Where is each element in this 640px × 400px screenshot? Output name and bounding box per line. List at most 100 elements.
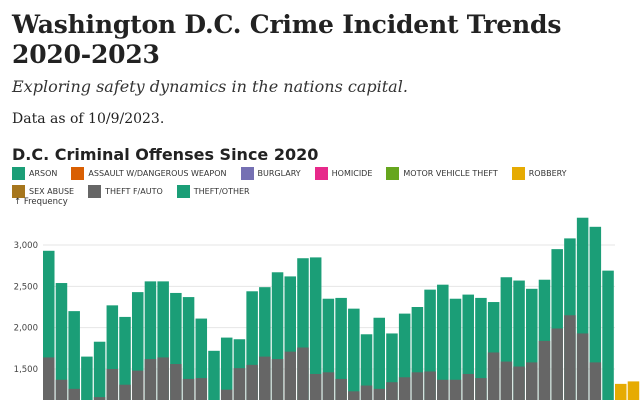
- bar-theft-other[interactable]: [386, 333, 398, 400]
- legend-label: HOMICIDE: [331, 169, 373, 178]
- bar-theft-f-auto[interactable]: [297, 347, 309, 400]
- legend-item: THEFT F/AUTO: [88, 185, 163, 198]
- bar-theft-other[interactable]: [119, 316, 131, 400]
- bar-theft-other[interactable]: [259, 287, 271, 400]
- bar-theft-other[interactable]: [360, 334, 373, 400]
- bar-theft-f-auto[interactable]: [55, 379, 68, 400]
- bar-theft-other[interactable]: [182, 297, 195, 400]
- bar-theft-f-auto[interactable]: [170, 364, 182, 400]
- legend-item: THEFT/OTHER: [176, 185, 250, 198]
- bar-theft-other[interactable]: [437, 284, 449, 400]
- legend-label: MOTOR VEHICLE THEFT: [403, 169, 498, 178]
- bar-theft-other[interactable]: [411, 307, 424, 400]
- bar-theft-other[interactable]: [106, 305, 119, 400]
- bar-theft-other[interactable]: [284, 276, 297, 400]
- bar-theft-other[interactable]: [589, 226, 602, 400]
- bar-theft-other[interactable]: [475, 297, 487, 400]
- legend-item: ASSAULT W/DANGEROUS WEAPON: [71, 167, 227, 180]
- bar-theft-f-auto[interactable]: [538, 340, 551, 400]
- bar-robbery[interactable]: [627, 381, 640, 400]
- bar-theft-other[interactable]: [131, 292, 144, 400]
- bar-theft-f-auto[interactable]: [284, 351, 297, 400]
- bar-theft-other[interactable]: [551, 249, 563, 400]
- bar-theft-f-auto[interactable]: [220, 389, 233, 400]
- bar-theft-other[interactable]: [538, 279, 551, 400]
- legend-label: ARSON: [29, 169, 58, 178]
- bar-theft-other[interactable]: [170, 292, 182, 400]
- bar-theft-other[interactable]: [208, 350, 220, 400]
- bar-theft-f-auto[interactable]: [157, 357, 169, 400]
- bar-theft-f-auto[interactable]: [526, 362, 538, 400]
- bar-theft-f-auto[interactable]: [398, 377, 411, 400]
- bar-theft-other[interactable]: [373, 317, 385, 400]
- bar-theft-other[interactable]: [246, 291, 258, 400]
- bar-theft-other[interactable]: [144, 281, 157, 400]
- bar-theft-f-auto[interactable]: [564, 315, 576, 400]
- bar-theft-f-auto[interactable]: [373, 388, 385, 400]
- bar-robbery[interactable]: [615, 383, 627, 400]
- bar-theft-f-auto[interactable]: [195, 378, 208, 400]
- bar-theft-f-auto[interactable]: [119, 384, 131, 400]
- bar-theft-f-auto[interactable]: [131, 370, 144, 400]
- bar-theft-other[interactable]: [93, 341, 106, 400]
- bar-theft-f-auto[interactable]: [576, 333, 589, 400]
- bar-theft-f-auto[interactable]: [259, 356, 271, 400]
- bar-theft-f-auto[interactable]: [424, 371, 436, 400]
- bar-theft-f-auto[interactable]: [43, 357, 55, 400]
- bar-theft-f-auto[interactable]: [475, 378, 487, 400]
- bar-theft-f-auto[interactable]: [411, 372, 424, 400]
- bar-theft-f-auto[interactable]: [182, 378, 195, 400]
- bar-theft-other[interactable]: [449, 298, 462, 400]
- bar-theft-f-auto[interactable]: [348, 391, 360, 400]
- bar-theft-other[interactable]: [526, 288, 538, 400]
- bar-theft-other[interactable]: [398, 313, 411, 400]
- bar-theft-other[interactable]: [322, 298, 335, 400]
- legend-item: SEX ABUSE: [12, 185, 74, 198]
- bar-theft-other[interactable]: [576, 217, 589, 400]
- bar-theft-other[interactable]: [424, 289, 436, 400]
- bar-theft-f-auto[interactable]: [449, 379, 462, 400]
- bar-theft-other[interactable]: [81, 356, 93, 400]
- bar-theft-other[interactable]: [55, 283, 68, 400]
- bar-theft-f-auto[interactable]: [513, 366, 525, 400]
- bar-theft-other[interactable]: [500, 277, 513, 400]
- bar-theft-other[interactable]: [602, 270, 614, 400]
- bar-theft-other[interactable]: [157, 281, 169, 400]
- bar-theft-f-auto[interactable]: [437, 379, 449, 400]
- bar-theft-other[interactable]: [68, 311, 80, 400]
- legend-swatch: [71, 167, 85, 180]
- bar-theft-f-auto[interactable]: [386, 382, 398, 400]
- legend-swatch: [240, 167, 254, 180]
- bar-theft-other[interactable]: [43, 250, 55, 400]
- bar-theft-other[interactable]: [271, 272, 284, 400]
- bar-theft-other[interactable]: [195, 318, 208, 400]
- legend-item: ROBBERY: [511, 167, 567, 180]
- bar-theft-f-auto[interactable]: [462, 373, 474, 400]
- bar-theft-f-auto[interactable]: [246, 364, 258, 400]
- bar-theft-f-auto[interactable]: [309, 373, 322, 400]
- bar-theft-f-auto[interactable]: [144, 359, 157, 400]
- bar-theft-f-auto[interactable]: [271, 359, 284, 400]
- bar-theft-other[interactable]: [309, 257, 322, 400]
- y-tick-label: 3,000: [14, 241, 38, 251]
- bar-theft-f-auto[interactable]: [360, 385, 373, 400]
- bar-theft-f-auto[interactable]: [500, 361, 513, 400]
- bar-theft-other[interactable]: [335, 297, 347, 400]
- bar-theft-other[interactable]: [348, 308, 360, 400]
- bar-theft-other[interactable]: [513, 280, 525, 400]
- bar-theft-other[interactable]: [462, 294, 474, 400]
- bar-theft-f-auto[interactable]: [322, 372, 335, 400]
- bar-theft-f-auto[interactable]: [233, 368, 246, 400]
- bar-theft-f-auto[interactable]: [106, 369, 119, 400]
- bar-theft-f-auto[interactable]: [551, 328, 563, 400]
- bar-theft-f-auto[interactable]: [335, 378, 347, 400]
- bar-theft-f-auto[interactable]: [589, 362, 602, 400]
- legend-label: THEFT F/AUTO: [105, 187, 163, 196]
- bar-theft-other[interactable]: [297, 258, 309, 400]
- bar-theft-f-auto[interactable]: [93, 397, 106, 400]
- bar-theft-f-auto[interactable]: [487, 352, 500, 400]
- bar-theft-other[interactable]: [220, 337, 233, 400]
- legend-item: ARSON: [12, 167, 57, 180]
- bar-theft-other[interactable]: [487, 302, 500, 400]
- bar-theft-f-auto[interactable]: [68, 388, 80, 400]
